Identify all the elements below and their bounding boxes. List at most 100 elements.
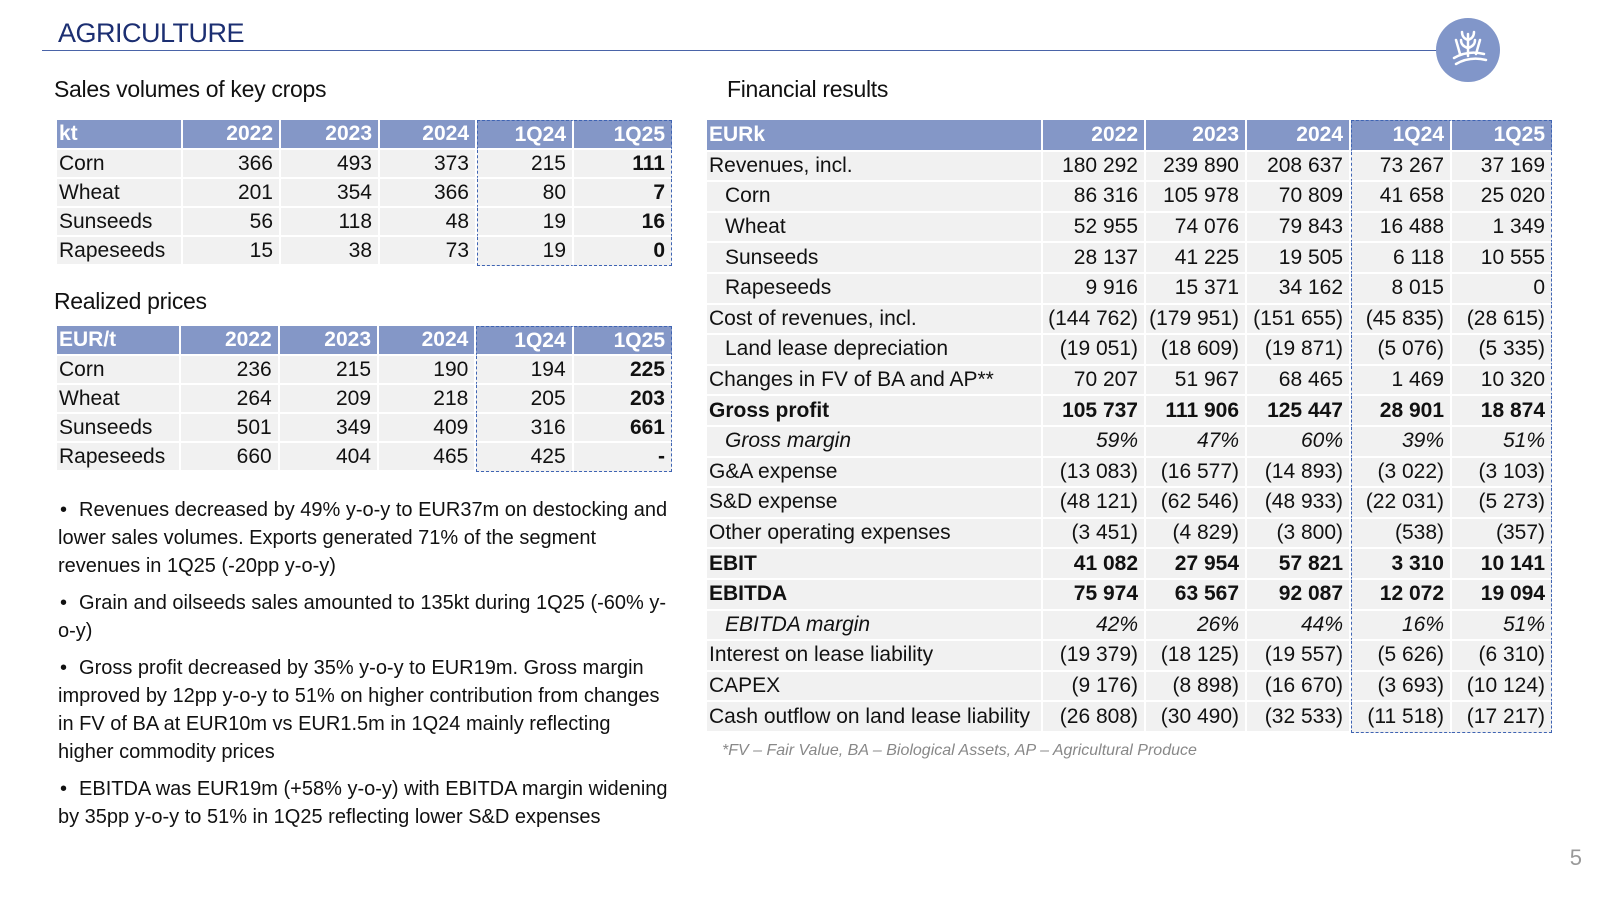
- cell-value: 660: [181, 443, 280, 472]
- cell-value: (6 310): [1452, 641, 1552, 672]
- column-header: 2023: [281, 120, 380, 150]
- cell-value: 3 310: [1351, 549, 1452, 580]
- row-label: Rapeseeds: [57, 237, 183, 266]
- table-row: EBIT 41 082 27 954 57 821 3 310 10 141: [707, 549, 1552, 580]
- cell-value: 194: [476, 356, 574, 385]
- bullet: EBITDA was EUR19m (+58% y-o-y) with EBIT…: [58, 775, 670, 831]
- cell-value: 42%: [1043, 610, 1146, 642]
- cell-value: 236: [181, 356, 280, 385]
- cell-value: 28 901: [1351, 396, 1452, 427]
- column-header: kt: [57, 120, 183, 150]
- table-row: Rapeseeds 15 38 73 19 0: [57, 237, 672, 266]
- table-row: Wheat 201 354 366 80 7: [57, 179, 672, 208]
- cell-value: 44%: [1247, 610, 1351, 642]
- cell-value: 111 906: [1146, 396, 1247, 427]
- section-title: Financial results: [727, 76, 889, 102]
- bullet-list: Revenues decreased by 49% y-o-y to EUR37…: [58, 496, 670, 840]
- cell-value: (151 655): [1247, 304, 1351, 336]
- sales-volumes-table: kt 2022 2023 2024 1Q24 1Q25 Corn 366 493 373 215 11…: [57, 120, 672, 266]
- table-row: Wheat 264 209 218 205 203: [57, 385, 672, 414]
- cell-value: 16 488: [1351, 212, 1452, 244]
- cell-value: 105 737: [1043, 396, 1146, 427]
- table-row: G&A expense (13 083) (16 577) (14 893) (3 02…: [707, 457, 1552, 489]
- cell-value: (26 808): [1043, 702, 1146, 733]
- column-header: 1Q25: [1452, 120, 1552, 152]
- cell-value: (13 083): [1043, 457, 1146, 489]
- row-label: EBIT: [707, 549, 1043, 580]
- table-row: Corn 366 493 373 215 111: [57, 150, 672, 179]
- cell-value: 80: [477, 179, 574, 208]
- cell-value: (16 670): [1247, 671, 1351, 703]
- cell-value: 1 469: [1351, 365, 1452, 397]
- cell-value: (30 490): [1146, 702, 1247, 733]
- column-header: 2024: [379, 326, 477, 356]
- cell-value: (22 031): [1351, 488, 1452, 519]
- cell-value: 52 955: [1043, 212, 1146, 244]
- cell-value: 41 225: [1146, 243, 1247, 274]
- table-row: Wheat 52 955 74 076 79 843 16 488 1 349: [707, 212, 1552, 244]
- header-row: EURk 2022 2023 2024 1Q24 1Q25: [707, 120, 1552, 152]
- cell-value: 26%: [1146, 610, 1247, 642]
- cell-value: 0: [1452, 273, 1552, 305]
- bullet: Gross profit decreased by 35% y-o-y to E…: [58, 654, 670, 766]
- realized-prices-table: EUR/t 2022 2023 2024 1Q24 1Q25 Corn 236 215 190 19…: [57, 326, 672, 472]
- row-label: Land lease depreciation: [707, 335, 1043, 366]
- cell-value: 316: [476, 414, 574, 443]
- cell-value: (62 546): [1146, 488, 1247, 519]
- cell-value: (538): [1351, 518, 1452, 550]
- cell-value: (18 609): [1146, 335, 1247, 366]
- table-row: Cash outflow on land lease liability (26 …: [707, 702, 1552, 733]
- cell-value: 37 169: [1452, 151, 1552, 183]
- table-row: Cost of revenues, incl. (144 762) (179 951…: [707, 304, 1552, 336]
- cell-value: 111: [574, 150, 672, 179]
- column-header: 2024: [380, 120, 477, 150]
- row-label: S&D expense: [707, 488, 1043, 519]
- cell-value: 28 137: [1043, 243, 1146, 274]
- cell-value: 354: [281, 179, 380, 208]
- header-rule: [42, 50, 1442, 51]
- cell-value: -: [573, 443, 672, 472]
- cell-value: 409: [379, 414, 477, 443]
- row-label: Changes in FV of BA and AP**: [707, 365, 1043, 397]
- cell-value: 15: [183, 237, 281, 266]
- table-row: Corn 86 316 105 978 70 809 41 658 25 020: [707, 182, 1552, 213]
- cell-value: 493: [281, 150, 380, 179]
- cell-value: 208 637: [1247, 151, 1351, 183]
- row-label: Gross margin: [707, 426, 1043, 458]
- table-row: EBITDA 75 974 63 567 92 087 12 072 19 094: [707, 579, 1552, 611]
- cell-value: (5 335): [1452, 335, 1552, 366]
- cell-value: 218: [379, 385, 477, 414]
- row-label: Cash outflow on land lease liability: [707, 702, 1043, 733]
- cell-value: (3 800): [1247, 518, 1351, 550]
- cell-value: (3 022): [1351, 457, 1452, 489]
- cell-value: 48: [380, 208, 477, 237]
- column-header: 1Q25: [573, 326, 672, 356]
- cell-value: 366: [380, 179, 477, 208]
- cell-value: (16 577): [1146, 457, 1247, 489]
- row-label: Cost of revenues, incl.: [707, 304, 1043, 336]
- cell-value: (5 626): [1351, 641, 1452, 672]
- column-header: EURk: [707, 120, 1043, 152]
- cell-value: (179 951): [1146, 304, 1247, 336]
- cell-value: (4 829): [1146, 518, 1247, 550]
- cell-value: 60%: [1247, 426, 1351, 458]
- row-label: Wheat: [57, 179, 183, 208]
- cell-value: 39%: [1351, 426, 1452, 458]
- row-label: Sunseeds: [57, 208, 183, 237]
- cell-value: (11 518): [1351, 702, 1452, 733]
- cell-value: 366: [183, 150, 281, 179]
- cell-value: 8 015: [1351, 273, 1452, 305]
- column-header: 1Q24: [1351, 120, 1452, 152]
- cell-value: 465: [379, 443, 477, 472]
- row-label: Wheat: [57, 385, 182, 414]
- cell-value: (45 835): [1351, 304, 1452, 336]
- cell-value: 18 874: [1452, 396, 1552, 427]
- column-header: 2022: [181, 326, 280, 356]
- cell-value: 215: [279, 356, 380, 385]
- table-row: Gross margin 59% 47% 60% 39% 51%: [707, 426, 1552, 458]
- cell-value: (19 379): [1043, 641, 1146, 672]
- cell-value: 19: [477, 237, 574, 266]
- table-row: Changes in FV of BA and AP** 70 207 51 967…: [707, 365, 1552, 397]
- cell-value: 19 505: [1247, 243, 1351, 274]
- cell-value: 47%: [1146, 426, 1247, 458]
